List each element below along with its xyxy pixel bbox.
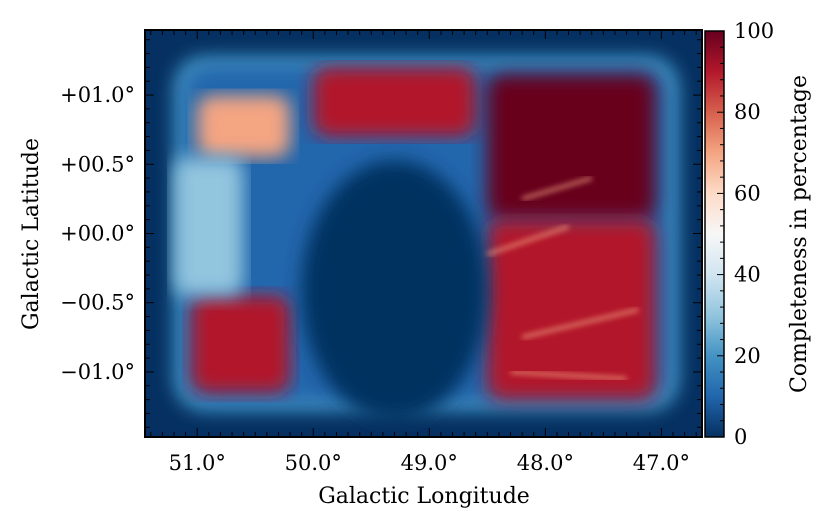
y-axis-ticks: +01.0° +00.5° +00.0° −00.5° −01.0° [60, 39, 702, 428]
y-tick-label: −00.5° [60, 291, 135, 315]
y-tick-label: +00.5° [60, 152, 135, 176]
streak-line [521, 176, 593, 201]
heatmap-area [145, 30, 702, 437]
y-tick-label: +01.0° [60, 83, 135, 107]
region-upper-arc [313, 67, 476, 137]
streak-line [510, 369, 627, 381]
y-axis-label: Galactic Latitude [19, 138, 44, 330]
y-tick-label: −01.0° [60, 360, 135, 384]
region-upper-right-block [487, 74, 656, 220]
colorbar-tick-label: 40 [734, 263, 761, 287]
x-tick-label: 51.0° [169, 451, 226, 475]
colorbar-label: Completeness in percentage [787, 75, 812, 393]
region-upper-left-patch [197, 95, 291, 158]
x-tick-label: 47.0° [633, 451, 690, 475]
colorbar-tick-label: 0 [734, 425, 747, 449]
streak-line [486, 224, 570, 257]
x-axis-label: Galactic Longitude [318, 484, 530, 509]
colorbar-ticks: 0 20 40 60 80 100 [717, 19, 774, 449]
x-axis-ticks: 51.0° 50.0° 49.0° 48.0° 47.0° [150, 30, 697, 475]
colorbar-tick-label: 100 [734, 19, 774, 43]
x-tick-label: 50.0° [285, 451, 342, 475]
y-tick-label: +00.0° [60, 222, 135, 246]
colorbar [704, 30, 725, 438]
x-tick-label: 48.0° [517, 451, 574, 475]
colorbar-tick-label: 60 [734, 181, 761, 205]
streak-line [521, 307, 639, 340]
heatmap-regions [174, 56, 679, 421]
region-central-hole [301, 160, 488, 421]
region-left-edge-band [174, 157, 244, 296]
colorbar-tick-label: 80 [734, 100, 761, 124]
region-right-lower-block [487, 219, 656, 400]
region-lower-left-patch [191, 295, 291, 393]
x-tick-label: 49.0° [401, 451, 458, 475]
colorbar-tick-label: 20 [734, 344, 761, 368]
